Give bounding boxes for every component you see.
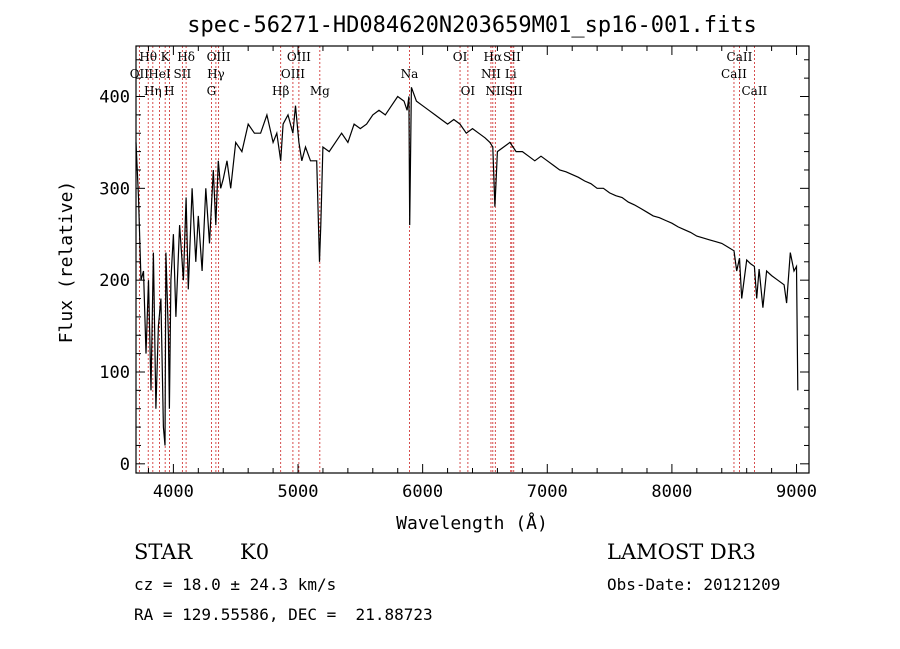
x-tick-label: 4000	[153, 482, 194, 502]
emission-line-label: CaII	[741, 84, 767, 98]
emission-line-label: Na	[401, 67, 419, 81]
emission-line-label: Hα	[484, 50, 503, 64]
x-tick-label: 5000	[278, 482, 319, 502]
x-tick-label: 9000	[776, 482, 817, 502]
y-tick-label: 200	[99, 271, 130, 291]
x-tick-label: 6000	[402, 482, 443, 502]
emission-line-label: Hη	[144, 84, 162, 98]
spectrum-line	[135, 87, 799, 446]
redshift-readout: cz = 18.0 ± 24.3 km/s	[134, 575, 337, 594]
y-tick-label: 100	[99, 363, 130, 383]
obs-date: Obs-Date: 20121209	[607, 575, 781, 594]
coordinates: RA = 129.55586, DEC = 21.88723	[134, 605, 433, 624]
y-tick-label: 0	[120, 455, 130, 475]
emission-line-label: OIII	[287, 50, 311, 64]
emission-line-label: OIII	[207, 50, 231, 64]
y-tick-label: 300	[99, 179, 130, 199]
plot-frame	[135, 45, 810, 474]
emission-line-label: OIII	[281, 67, 305, 81]
emission-line-label: K	[161, 50, 171, 64]
emission-line-label: OI	[461, 84, 476, 98]
axis-ticks: 4000 5000 6000 7000 8000 9000 0 100 200 300 400	[99, 46, 817, 502]
emission-line-label: OI	[453, 50, 468, 64]
object-subclass: K0	[240, 540, 270, 564]
emission-line-label: Mg	[310, 84, 330, 98]
emission-line-label: NII	[485, 84, 505, 98]
emission-line-label: Hθ	[139, 50, 157, 64]
emission-line-label: NII	[481, 67, 501, 81]
emission-line-labels: OIIHθHηHeIKHSIIHδGHγOIIIHβOIIIOIIIMgNaOI…	[130, 50, 768, 98]
emission-line-label: CaII	[727, 50, 753, 64]
emission-line-label: HeI	[148, 67, 171, 81]
emission-line-label: H	[164, 84, 174, 98]
emission-line-label: Hγ	[207, 67, 225, 81]
emission-line-label: CaII	[721, 67, 747, 81]
emission-line-markers	[138, 46, 755, 473]
emission-line-label: SII	[174, 67, 192, 81]
object-class: STAR	[134, 540, 193, 564]
emission-line-label: OII	[130, 67, 150, 81]
y-axis-label: Flux (relative)	[56, 181, 77, 344]
y-tick-label: 400	[99, 88, 130, 108]
x-tick-label: 8000	[651, 482, 692, 502]
emission-line-label: Li	[505, 67, 517, 81]
emission-line-label: SII	[505, 84, 523, 98]
emission-line-label: SII	[503, 50, 521, 64]
x-axis-label: Wavelength (Å)	[396, 512, 548, 534]
emission-line-label: Hδ	[177, 50, 195, 64]
emission-line-label: G	[207, 84, 217, 98]
chart-title: spec-56271-HD084620N203659M01_sp16-001.f…	[187, 13, 757, 38]
survey-name: LAMOST DR3	[607, 540, 756, 564]
x-tick-label: 7000	[527, 482, 568, 502]
emission-line-label: Hβ	[272, 84, 289, 98]
